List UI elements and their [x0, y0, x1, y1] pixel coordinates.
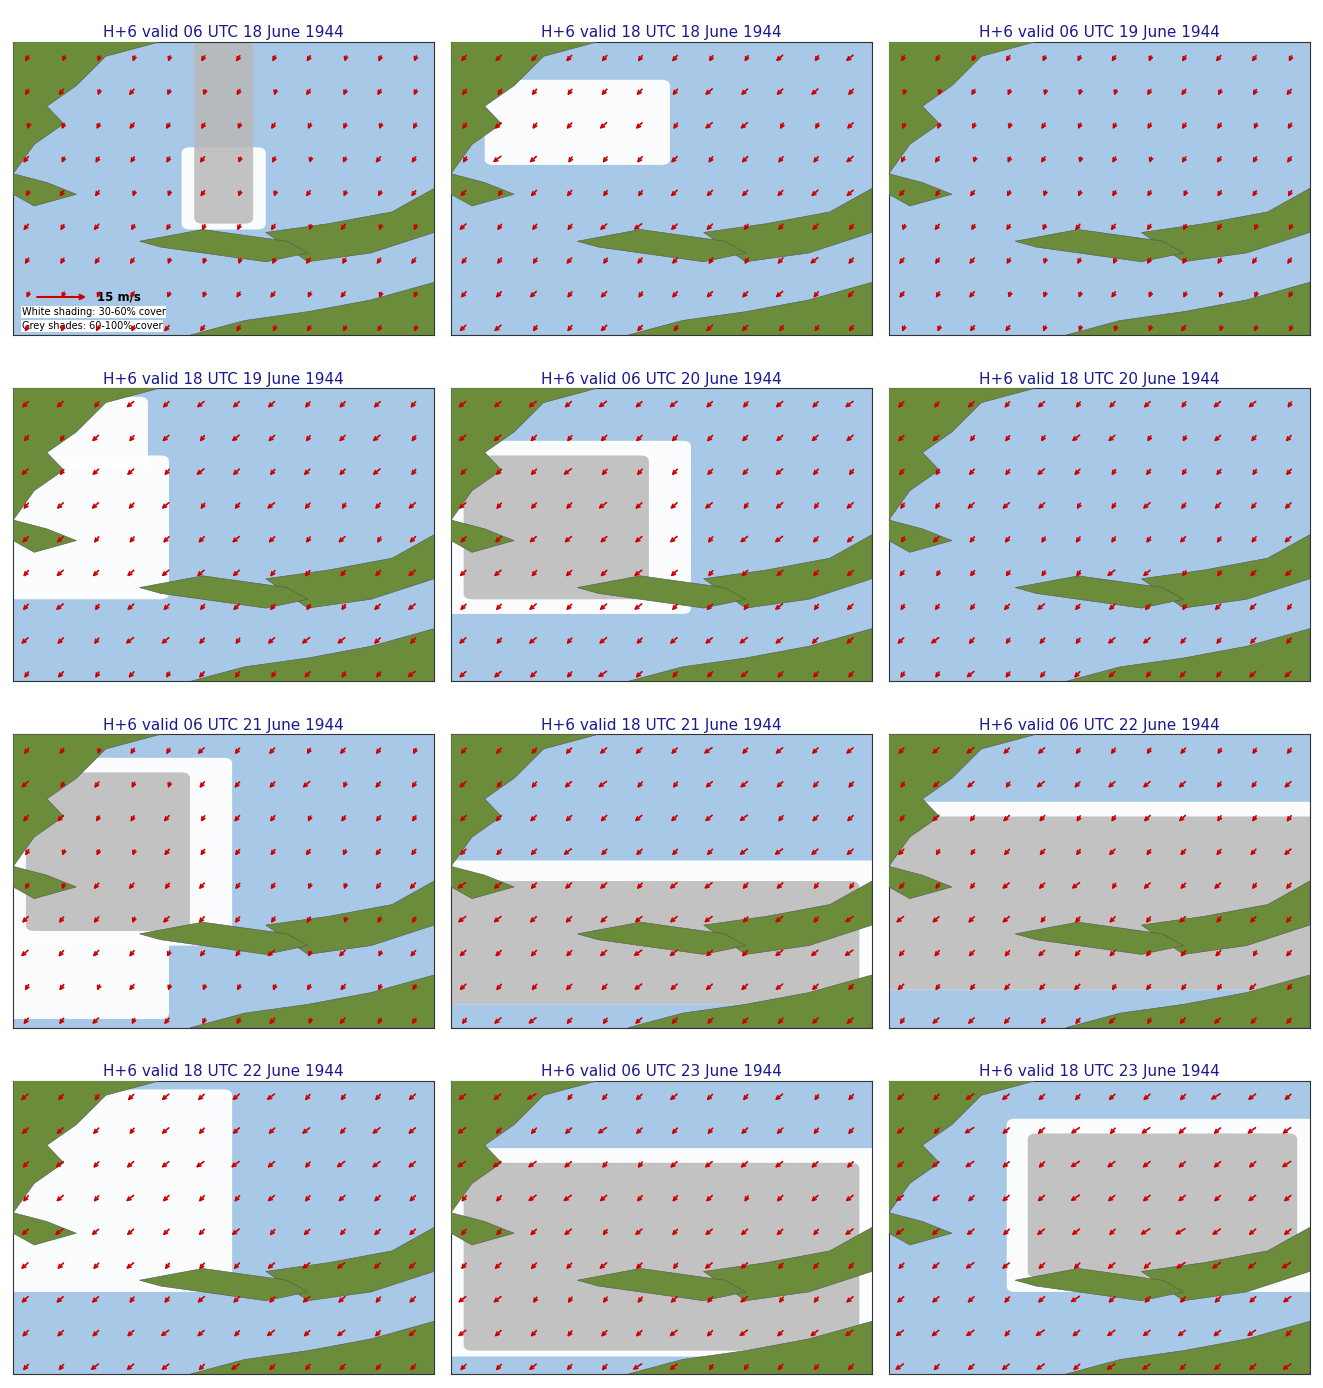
FancyBboxPatch shape	[5, 934, 169, 1019]
FancyBboxPatch shape	[880, 816, 1318, 990]
Polygon shape	[1142, 534, 1310, 608]
FancyBboxPatch shape	[1028, 1134, 1297, 1277]
Polygon shape	[889, 520, 953, 552]
Polygon shape	[889, 734, 1036, 866]
Polygon shape	[451, 389, 598, 520]
Polygon shape	[577, 1269, 746, 1301]
Polygon shape	[139, 576, 308, 608]
FancyBboxPatch shape	[1007, 1119, 1318, 1292]
FancyBboxPatch shape	[443, 881, 860, 1005]
Polygon shape	[451, 866, 515, 898]
Polygon shape	[889, 1081, 1036, 1213]
Polygon shape	[13, 1081, 160, 1213]
Polygon shape	[451, 1081, 598, 1213]
FancyBboxPatch shape	[5, 1090, 232, 1292]
Polygon shape	[1142, 189, 1310, 262]
Polygon shape	[889, 1213, 953, 1245]
Polygon shape	[889, 389, 1036, 520]
Title: H+6 valid 06 UTC 19 June 1944: H+6 valid 06 UTC 19 June 1944	[979, 25, 1220, 40]
Polygon shape	[266, 534, 434, 608]
Polygon shape	[451, 1213, 515, 1245]
Title: H+6 valid 06 UTC 23 June 1944: H+6 valid 06 UTC 23 June 1944	[541, 1065, 782, 1080]
FancyBboxPatch shape	[463, 1163, 860, 1351]
Polygon shape	[13, 734, 160, 866]
Polygon shape	[451, 520, 515, 552]
Polygon shape	[1142, 1227, 1310, 1301]
Polygon shape	[139, 229, 308, 262]
Polygon shape	[1065, 282, 1310, 335]
Polygon shape	[451, 734, 598, 866]
Polygon shape	[1065, 974, 1310, 1027]
Polygon shape	[13, 174, 77, 205]
Polygon shape	[704, 534, 872, 608]
Polygon shape	[704, 189, 872, 262]
Polygon shape	[577, 229, 746, 262]
Polygon shape	[628, 1321, 872, 1374]
Title: H+6 valid 06 UTC 22 June 1944: H+6 valid 06 UTC 22 June 1944	[979, 718, 1220, 733]
FancyBboxPatch shape	[26, 397, 148, 468]
Title: H+6 valid 18 UTC 21 June 1944: H+6 valid 18 UTC 21 June 1944	[541, 718, 782, 733]
Polygon shape	[1015, 576, 1184, 608]
Title: H+6 valid 06 UTC 18 June 1944: H+6 valid 06 UTC 18 June 1944	[103, 25, 344, 40]
Polygon shape	[266, 881, 434, 955]
FancyBboxPatch shape	[484, 79, 669, 165]
Polygon shape	[628, 282, 872, 335]
Polygon shape	[577, 922, 746, 955]
Polygon shape	[628, 974, 872, 1027]
FancyBboxPatch shape	[194, 42, 253, 223]
Title: H+6 valid 18 UTC 20 June 1944: H+6 valid 18 UTC 20 June 1944	[979, 372, 1220, 387]
FancyBboxPatch shape	[443, 861, 880, 1005]
Polygon shape	[191, 282, 434, 335]
FancyBboxPatch shape	[26, 773, 191, 931]
Polygon shape	[1065, 629, 1310, 682]
Polygon shape	[451, 42, 598, 174]
Polygon shape	[266, 189, 434, 262]
Polygon shape	[704, 881, 872, 955]
Polygon shape	[889, 866, 953, 898]
Polygon shape	[451, 174, 515, 205]
Text: White shading: 30-60% cover: White shading: 30-60% cover	[21, 307, 165, 316]
Polygon shape	[577, 576, 746, 608]
FancyBboxPatch shape	[5, 758, 232, 945]
Title: H+6 valid 18 UTC 18 June 1944: H+6 valid 18 UTC 18 June 1944	[541, 25, 782, 40]
Title: H+6 valid 06 UTC 20 June 1944: H+6 valid 06 UTC 20 June 1944	[541, 372, 782, 387]
Title: H+6 valid 18 UTC 22 June 1944: H+6 valid 18 UTC 22 June 1944	[103, 1065, 344, 1080]
Text: 15 m/s: 15 m/s	[98, 290, 142, 304]
Polygon shape	[1065, 1321, 1310, 1374]
Polygon shape	[13, 389, 160, 520]
Polygon shape	[1015, 229, 1184, 262]
Polygon shape	[266, 1227, 434, 1301]
FancyBboxPatch shape	[5, 455, 169, 600]
Polygon shape	[628, 629, 872, 682]
Polygon shape	[13, 1213, 77, 1245]
Polygon shape	[13, 866, 77, 898]
Polygon shape	[13, 520, 77, 552]
Polygon shape	[704, 1227, 872, 1301]
Polygon shape	[139, 922, 308, 955]
Text: Grey shades: 60-100% cover: Grey shades: 60-100% cover	[21, 322, 163, 332]
FancyBboxPatch shape	[463, 455, 648, 600]
Polygon shape	[889, 174, 953, 205]
Title: H+6 valid 18 UTC 19 June 1944: H+6 valid 18 UTC 19 June 1944	[103, 372, 344, 387]
FancyBboxPatch shape	[443, 1148, 880, 1356]
Polygon shape	[139, 1269, 308, 1301]
FancyBboxPatch shape	[443, 441, 691, 613]
Polygon shape	[1142, 881, 1310, 955]
Polygon shape	[889, 42, 1036, 174]
Polygon shape	[1015, 922, 1184, 955]
Title: H+6 valid 18 UTC 23 June 1944: H+6 valid 18 UTC 23 June 1944	[979, 1065, 1220, 1080]
Polygon shape	[191, 1321, 434, 1374]
Polygon shape	[191, 629, 434, 682]
Polygon shape	[191, 974, 434, 1027]
FancyBboxPatch shape	[181, 147, 266, 229]
Polygon shape	[13, 42, 160, 174]
FancyBboxPatch shape	[880, 802, 1318, 990]
Title: H+6 valid 06 UTC 21 June 1944: H+6 valid 06 UTC 21 June 1944	[103, 718, 344, 733]
Polygon shape	[1015, 1269, 1184, 1301]
